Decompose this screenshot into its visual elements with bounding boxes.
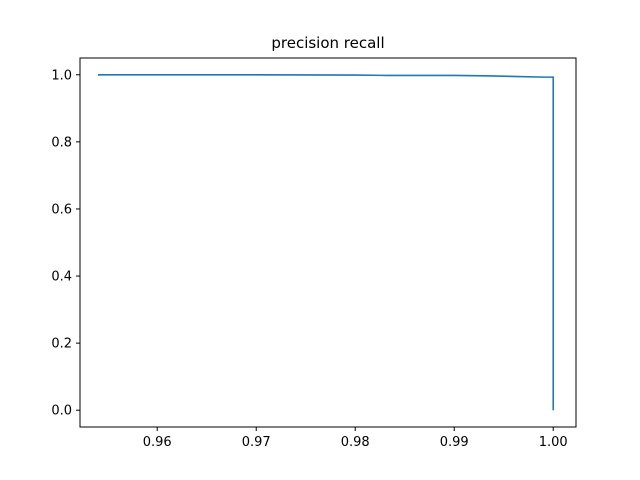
x-tick-label: 0.99 (440, 435, 469, 450)
x-tick-label: 0.97 (242, 435, 271, 450)
axes-frame (79, 57, 577, 428)
x-axis: 0.96 0.97 0.98 0.99 1.00 (143, 427, 568, 450)
y-axis: 0.0 0.2 0.4 0.6 0.8 1.0 (51, 68, 80, 419)
plot-area (98, 73, 555, 411)
y-tick-label: 0.2 (51, 337, 72, 352)
chart-title: precision recall (271, 34, 384, 52)
y-tick-label: 0.8 (51, 135, 72, 150)
x-tick-label: 0.96 (143, 435, 172, 450)
y-tick-label: 0.6 (51, 202, 72, 217)
y-tick-label: 1.0 (51, 68, 72, 83)
series-line (98, 73, 555, 411)
y-tick-label: 0.4 (51, 270, 72, 285)
x-tick-label: 1.00 (539, 435, 568, 450)
y-tick-label: 0.0 (51, 404, 72, 419)
x-tick-label: 0.98 (341, 435, 370, 450)
